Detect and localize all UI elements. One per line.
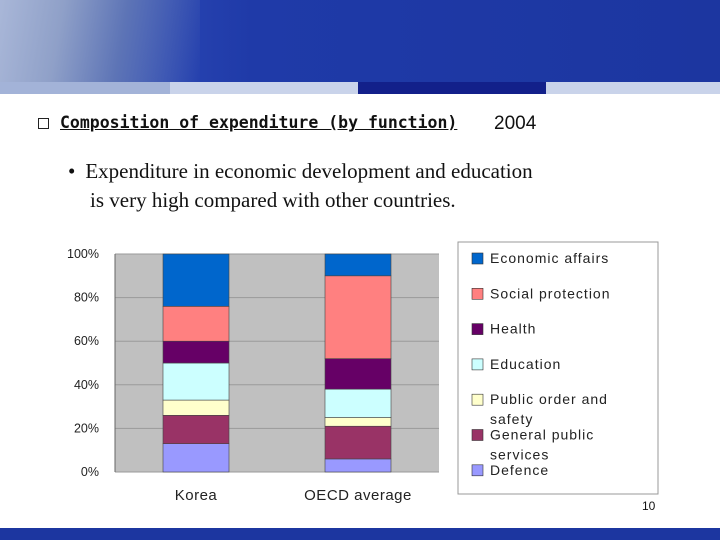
legend-swatch [471,429,484,441]
y-tick-label: 60% [74,334,99,348]
bar-segment [162,443,230,473]
legend-label: Health [490,321,536,337]
page-number: 10 [642,499,656,513]
expenditure-chart: 0% 20% 40% 60% 80% 100% Korea OECD average Econo… [40,236,660,508]
legend-label: Social protection [490,285,611,301]
bar-segment [324,253,392,277]
x-tick-label: Korea [175,487,218,504]
legend-label: General public [490,427,594,443]
bar-segment [162,253,230,307]
bar-segment [162,340,230,364]
header-stripe-1 [0,82,170,94]
x-tick-label: OECD average [304,487,412,504]
banner-clock-photo [0,0,200,82]
bar-segment [324,417,392,427]
checkbox-bullet-icon [38,118,49,129]
legend-swatch [471,287,484,300]
bar-segment [324,358,392,390]
header-stripe-2 [170,82,358,94]
y-tick-label: 40% [74,378,99,392]
bar-segment [324,388,392,418]
bullet-line-1: Expenditure in economic development and … [85,159,533,183]
header-banner [0,0,720,82]
legend-label: Defence [490,462,549,478]
legend-swatch [471,464,484,477]
legend-swatch [471,358,484,371]
chart-svg: 0% 20% 40% 60% 80% 100% Korea OECD average Econo… [67,241,659,504]
bar-segment [324,275,392,359]
legend-label: safety [490,411,533,427]
legend-swatch [471,252,484,265]
header-stripe-3 [358,82,546,94]
y-tick-label: 80% [74,291,99,305]
slide-heading: Composition of expenditure (by function) [60,113,458,132]
bar-segment [162,306,230,342]
y-tick-label: 100% [67,247,99,261]
legend-label: Economic affairs [490,250,609,266]
legend-label: Education [490,356,561,372]
slide-year: 2004 [494,113,537,134]
y-tick-label: 20% [74,421,99,435]
bar-segment [162,362,230,401]
bullet-text: • Expenditure in economic development and… [68,157,533,215]
legend-swatch [471,323,484,335]
footer-bar [0,528,720,540]
bullet-line-2: is very high compared with other countri… [90,188,456,212]
bar-segment [162,415,230,444]
legend-swatch [471,393,484,406]
bar-segment [324,425,392,460]
legend-label: services [490,447,549,463]
bar-segment [324,458,392,473]
bar-segment [162,399,230,416]
legend-label: Public order and [490,391,608,407]
header-stripe-4 [546,82,720,94]
bullet-dot-icon: • [68,159,76,183]
y-tick-label: 0% [81,465,99,479]
legend-box [457,241,659,495]
